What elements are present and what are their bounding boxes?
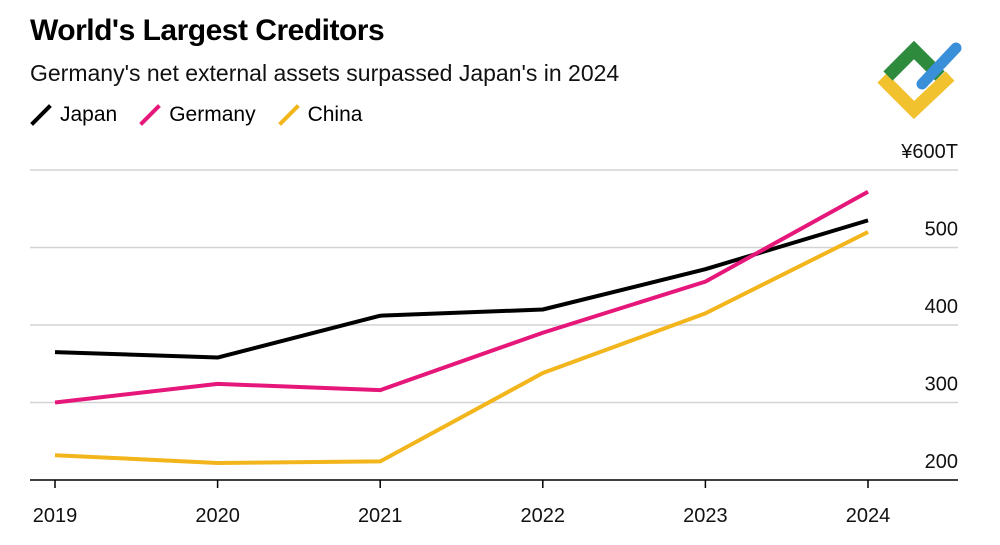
y-axis-ticks: ¥600T 500 400 300 200 [900,141,958,473]
legend: Japan Germany China [30,103,362,127]
x-tick-label-2023: 2023 [683,505,728,527]
chart-subtitle: Germany's net external assets surpassed … [30,60,620,86]
y-tick-label-600: ¥600T [900,141,958,163]
chart-title: World's Largest Creditors [30,14,385,47]
y-tick-label-200: 200 [925,451,958,473]
x-tick-label-2021: 2021 [358,505,403,527]
legend-label-china: China [307,103,363,126]
legend-item-japan: Japan [30,103,117,127]
legend-swatch-japan [30,104,52,126]
legend-item-china: China [277,103,363,127]
series-line-china [54,230,869,465]
x-tick-label-2022: 2022 [521,505,566,527]
series-line-germany [54,189,869,405]
series-line-japan [54,218,869,360]
x-tick-label-2019: 2019 [33,505,78,527]
grid-lines [30,169,958,404]
series-lines [54,189,869,465]
x-axis: 2019 2020 2021 2022 2023 2024 [30,479,958,527]
legend-swatch-china [277,104,300,126]
logo-icon [877,40,962,120]
x-tick-label-2024: 2024 [846,505,891,527]
y-tick-label-300: 300 [925,374,958,396]
legend-swatch-germany [139,104,162,126]
y-tick-label-400: 400 [925,296,958,318]
legend-item-germany: Germany [139,103,256,127]
legend-label-japan: Japan [60,103,118,126]
legend-label-germany: Germany [169,103,256,126]
y-tick-label-500: 500 [925,219,958,241]
x-tick-label-2020: 2020 [195,505,240,527]
